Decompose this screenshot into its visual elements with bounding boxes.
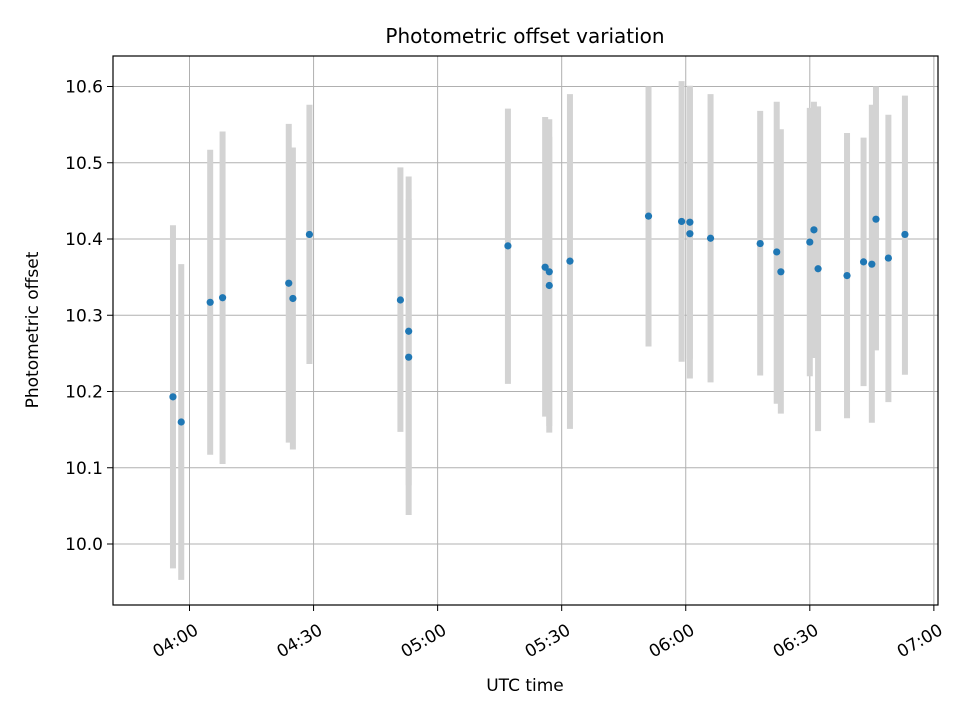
x-tick-label: 05:00 [398,620,450,662]
data-point [644,212,653,220]
data-point [686,218,694,226]
x-tick-label: 06:00 [646,620,698,662]
data-point [706,234,715,242]
data-point [843,272,851,280]
data-point [777,268,785,276]
data-point [405,327,413,335]
data-points [169,212,909,426]
data-point [305,230,314,239]
data-point [872,215,880,223]
data-point [884,254,892,262]
data-point [289,294,297,303]
y-tick-label: 10.6 [65,78,103,98]
data-point [545,268,553,276]
y-tick-label: 10.0 [65,535,103,555]
data-point [405,353,413,361]
y-tick-label: 10.1 [65,459,103,479]
data-point [756,239,764,248]
data-point [678,217,686,226]
y-tick-label: 10.4 [65,230,103,250]
x-axis-label: UTC time [486,676,564,696]
data-point [901,230,909,239]
x-tick-label: 07:00 [894,620,946,662]
x-tick-label: 05:30 [522,620,574,662]
x-tick-label: 04:00 [150,620,202,662]
x-tick-label: 04:30 [274,620,326,662]
data-point [566,257,574,265]
data-point [773,248,781,256]
data-point [504,242,512,250]
data-point [177,418,185,426]
data-point [814,265,822,273]
data-point [285,279,293,287]
chart-title: Photometric offset variation [385,24,664,48]
data-point [859,258,868,266]
data-point [396,296,405,304]
data-point [206,298,214,306]
data-point [541,263,549,271]
data-point [806,238,814,246]
x-axis-ticks: 04:00 04:30 05:00 05:30 06:00 06:30 07:00 [150,605,946,662]
y-tick-label: 10.5 [65,154,103,174]
y-axis-ticks: 10.0 10.1 10.2 10.3 10.4 10.5 10.6 [65,78,113,555]
y-axis-label: Photometric offset [23,251,43,408]
data-point [686,230,694,238]
data-point [868,260,876,268]
x-tick-label: 06:30 [770,620,822,662]
data-point [545,281,553,290]
data-point [810,226,818,234]
y-tick-label: 10.3 [65,306,103,326]
data-point [169,393,177,401]
y-tick-label: 10.2 [65,383,103,403]
data-point [218,294,227,302]
plot-frame [112,55,939,606]
error-bars [169,81,908,580]
